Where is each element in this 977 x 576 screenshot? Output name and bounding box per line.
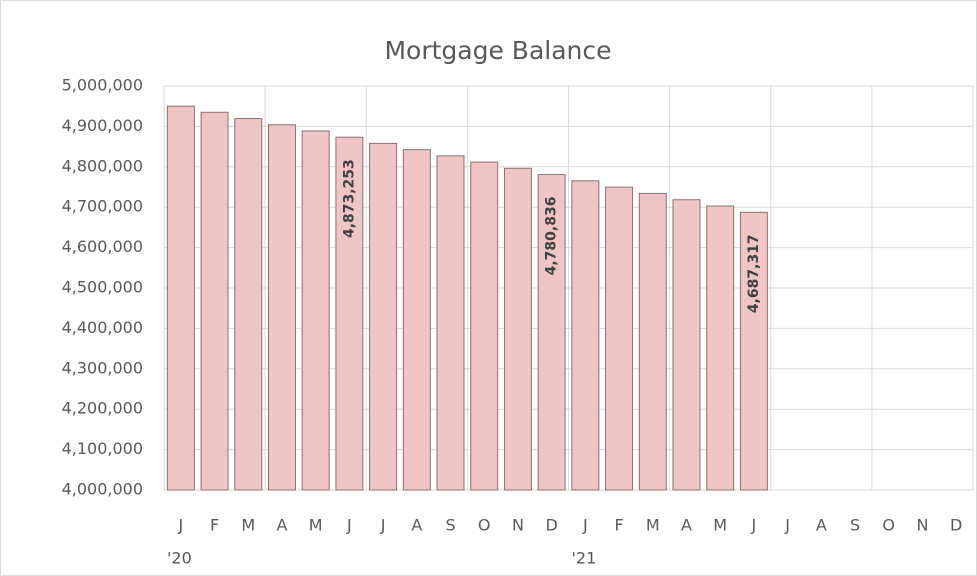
bar bbox=[301, 130, 330, 491]
bar bbox=[470, 161, 499, 491]
x-tick-label: M bbox=[713, 516, 727, 535]
y-tick-label: 4,800,000 bbox=[62, 156, 143, 175]
x-tick-label: A bbox=[816, 516, 827, 535]
bar bbox=[234, 118, 263, 491]
bar bbox=[369, 142, 398, 491]
data-label: 4,780,836 bbox=[544, 197, 560, 276]
x-tick-label: J bbox=[582, 516, 588, 535]
data-label: 4,687,317 bbox=[746, 234, 762, 313]
x-tick-label: S bbox=[850, 516, 860, 535]
y-tick-label: 4,200,000 bbox=[62, 399, 143, 418]
bar bbox=[605, 186, 634, 491]
y-tick-label: 4,500,000 bbox=[62, 278, 143, 297]
chart-title: Mortgage Balance bbox=[384, 36, 611, 65]
bar bbox=[436, 155, 465, 491]
x-tick-label: J bbox=[346, 516, 352, 535]
x-tick-label: J bbox=[380, 516, 386, 535]
bar bbox=[638, 192, 667, 491]
bar bbox=[335, 136, 364, 491]
x-tick-label: A bbox=[411, 516, 422, 535]
x-tick-label: A bbox=[681, 516, 692, 535]
x-tick-label: M bbox=[309, 516, 323, 535]
x-tick-label: O bbox=[478, 516, 491, 535]
y-tick-label: 4,900,000 bbox=[62, 116, 143, 135]
y-tick-label: 4,600,000 bbox=[62, 237, 143, 256]
y-tick-label: 4,000,000 bbox=[62, 480, 143, 499]
x-tick-label: N bbox=[916, 516, 928, 535]
bar bbox=[166, 105, 195, 491]
x-tick-label: F bbox=[614, 516, 623, 535]
x-year-label: '21 bbox=[572, 549, 597, 568]
x-tick-label: M bbox=[241, 516, 255, 535]
x-tick-label: N bbox=[512, 516, 524, 535]
bar bbox=[537, 174, 566, 491]
data-label: 4,873,253 bbox=[341, 159, 357, 238]
y-tick-label: 4,400,000 bbox=[62, 318, 143, 337]
y-tick-label: 5,000,000 bbox=[62, 76, 143, 95]
x-tick-label: J bbox=[784, 516, 790, 535]
y-tick-label: 4,300,000 bbox=[62, 358, 143, 377]
y-tick-label: 4,700,000 bbox=[62, 197, 143, 216]
x-tick-label: O bbox=[882, 516, 895, 535]
bar bbox=[267, 124, 296, 491]
x-tick-label: S bbox=[445, 516, 455, 535]
x-tick-label: J bbox=[751, 516, 757, 535]
y-tick-label: 4,100,000 bbox=[62, 439, 143, 458]
x-tick-label: D bbox=[950, 516, 962, 535]
bar bbox=[503, 167, 532, 491]
bar bbox=[672, 199, 701, 491]
x-tick-label: F bbox=[210, 516, 219, 535]
x-tick-label: M bbox=[646, 516, 660, 535]
x-tick-label: D bbox=[545, 516, 557, 535]
bar bbox=[706, 205, 735, 491]
bar bbox=[402, 149, 431, 491]
x-year-label: '20 bbox=[167, 549, 192, 568]
bar bbox=[739, 211, 768, 491]
bar bbox=[571, 180, 600, 491]
x-tick-label: J bbox=[177, 516, 183, 535]
bar bbox=[200, 111, 229, 491]
x-tick-label: A bbox=[277, 516, 288, 535]
